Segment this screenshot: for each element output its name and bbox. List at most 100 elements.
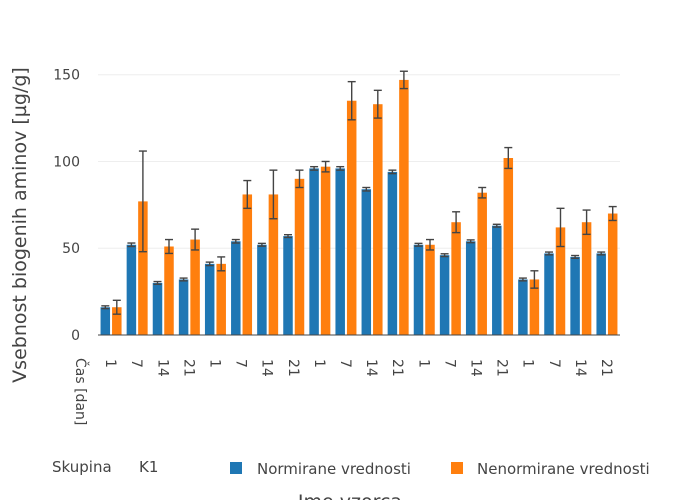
error-bar-1-11 — [399, 70, 408, 90]
bar-nenormirane-2 — [164, 246, 174, 335]
x-tick-3: 21 — [180, 359, 196, 377]
error-bar-0-12 — [414, 242, 423, 247]
error-bar-0-8 — [310, 165, 319, 171]
error-bar-0-18 — [571, 254, 580, 259]
bar-normirane-17 — [544, 253, 554, 335]
x-tick-13: 7 — [441, 359, 457, 368]
error-bar-0-11 — [388, 169, 397, 175]
error-bar-1-9 — [347, 80, 356, 121]
x-tick-11: 21 — [389, 359, 405, 377]
bar-normirane-5 — [231, 241, 241, 335]
x-tick-5: 7 — [233, 359, 249, 368]
legend-swatch-normirane — [230, 462, 242, 474]
error-bar-0-7 — [284, 233, 292, 239]
x-tick-7: 21 — [285, 359, 301, 377]
bar-normirane-12 — [413, 244, 424, 335]
bar-normirane-7 — [283, 236, 293, 335]
bar-nenormirane-17 — [555, 227, 566, 335]
x-tick-4: 1 — [206, 359, 222, 368]
error-bar-1-18 — [582, 209, 591, 236]
bar-nenormirane-0 — [112, 307, 122, 335]
x-tick-1: 7 — [128, 359, 144, 368]
bar-nenormirane-16 — [529, 279, 540, 335]
bar-normirane-9 — [335, 168, 345, 335]
error-bar-1-14 — [478, 186, 487, 199]
x-tick-2: 14 — [154, 359, 170, 377]
error-bar-0-19 — [597, 251, 606, 256]
error-bar-0-10 — [362, 186, 371, 192]
x-tick-10: 14 — [363, 359, 379, 377]
error-bar-1-0 — [112, 299, 121, 315]
error-bar-1-3 — [191, 228, 200, 251]
bar-normirane-4 — [204, 263, 215, 335]
error-bar-1-6 — [269, 169, 278, 220]
x-tick-6: 14 — [259, 359, 275, 377]
bar-normirane-2 — [152, 282, 163, 335]
bar-normirane-16 — [518, 279, 528, 335]
error-bar-1-7 — [295, 169, 304, 189]
error-bar-1-10 — [373, 89, 382, 119]
error-bar-1-17 — [556, 207, 565, 248]
bar-normirane-1 — [126, 244, 137, 335]
error-bar-0-0 — [101, 305, 110, 310]
y-tick-100: 100 — [53, 154, 80, 170]
bar-nenormirane-13 — [451, 222, 461, 335]
x-sub-axis-label: Čas [dan] — [72, 358, 90, 425]
bar-normirane-18 — [570, 256, 580, 335]
x-tick-14: 14 — [467, 359, 483, 377]
error-bar-0-6 — [257, 242, 266, 247]
error-bar-0-5 — [231, 238, 240, 244]
bar-nenormirane-3 — [190, 239, 200, 335]
y-axis-title: Vsebnost biogenih aminov [µg/g] — [9, 67, 31, 383]
bar-nenormirane-4 — [216, 263, 226, 335]
x-tick-15: 21 — [494, 359, 510, 377]
error-bar-1-15 — [504, 146, 513, 170]
error-bar-0-3 — [179, 277, 188, 282]
bar-nenormirane-15 — [503, 158, 514, 335]
x-tick-18: 14 — [572, 359, 588, 377]
x-tick-8: 1 — [311, 359, 327, 368]
error-bar-0-15 — [492, 223, 501, 228]
bar-nenormirane-18 — [581, 222, 592, 335]
x-tick-9: 7 — [337, 359, 353, 368]
y-tick-50: 50 — [62, 241, 80, 257]
bar-normirane-14 — [465, 241, 476, 335]
error-bar-0-16 — [518, 277, 527, 282]
gridlines — [98, 74, 620, 249]
x-tick-17: 7 — [546, 359, 562, 368]
error-bar-0-14 — [466, 239, 475, 244]
bar-nenormirane-7 — [294, 178, 305, 335]
y-tick-0: 0 — [71, 328, 80, 344]
error-bar-0-13 — [440, 253, 449, 258]
bar-normirane-8 — [309, 168, 319, 335]
x-tick-19: 21 — [598, 359, 614, 377]
y-tick-150: 150 — [53, 68, 80, 84]
error-bar-1-12 — [426, 238, 434, 251]
legend-label-nenormirane: Nenormirane vrednosti — [477, 460, 650, 478]
bar-nenormirane-6 — [268, 194, 279, 335]
bar-normirane-3 — [178, 279, 189, 335]
x-axis-title: Ime vzorca — [298, 491, 402, 500]
bar-nenormirane-14 — [477, 192, 487, 335]
group-name: K1 — [139, 458, 158, 476]
x-tick-labels: 1 7 14 21 1 7 14 21 1 7 14 21 1 7 14 21 1 7 14 21 — [102, 359, 614, 377]
y-tick-labels: 0 50 100 150 — [53, 68, 80, 344]
x-tick-0: 1 — [102, 359, 118, 368]
error-bar-0-17 — [545, 251, 553, 256]
bars — [100, 70, 618, 336]
error-bar-1-2 — [165, 238, 173, 255]
bar-normirane-10 — [361, 189, 372, 335]
bar-nenormirane-12 — [425, 244, 435, 335]
group-label: Skupina — [52, 458, 112, 476]
bar-normirane-0 — [100, 307, 111, 335]
error-bar-1-5 — [243, 179, 252, 210]
legend: Normirane vrednosti Nenormirane vrednost… — [230, 460, 650, 478]
error-bar-0-1 — [127, 242, 136, 248]
error-bar-1-16 — [530, 270, 539, 289]
bar-normirane-13 — [439, 255, 450, 335]
bar-nenormirane-9 — [346, 100, 357, 335]
error-bar-1-19 — [608, 205, 617, 222]
bar-normirane-15 — [492, 225, 502, 335]
bar-normirane-11 — [387, 171, 398, 335]
error-bar-0-2 — [153, 280, 162, 286]
